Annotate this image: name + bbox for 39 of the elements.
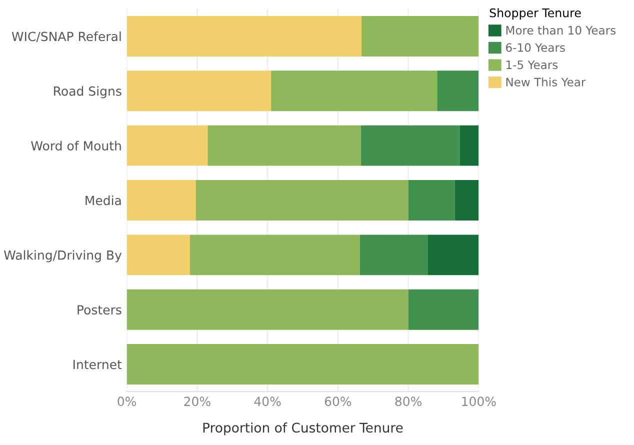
bar [428,234,479,276]
y-tick-label: Word of Mouth [31,140,121,151]
bar [126,70,272,112]
bar [126,180,196,220]
bar [196,180,408,220]
x-tick-label: 80% [395,396,422,406]
bar [126,344,479,384]
y-tick-label: Internet [74,360,122,370]
legend-label: 1-5 Years [506,60,558,70]
bar [360,234,428,276]
y-tick-label: Road Signs [54,86,122,98]
bar [126,234,190,276]
legend-label: More than 10 Years [506,26,616,35]
bar [360,125,460,166]
legend-label: 6-10 Years [506,43,565,52]
legend-label: New This Year [506,78,586,86]
bar [126,289,408,330]
x-tick-label: 20% [184,396,210,406]
x-tick-label: 100% [462,396,496,406]
bar [408,289,479,330]
y-tick-label: Posters [78,305,122,315]
x-tick-label: 60% [324,396,352,406]
y-tick-label: Media [86,196,121,206]
bar [190,234,360,276]
x-tick-label: 0% [118,396,136,406]
bar [408,180,455,220]
x-tick-label: 40% [254,396,281,406]
bar [208,125,361,166]
bar [361,16,479,56]
legend-title: Shopper Tenure [490,8,581,20]
bar [126,16,362,56]
bar [454,180,479,220]
y-tick-label: WIC/SNAP Referal [12,31,121,42]
bar [437,70,479,112]
x-axis-title: Proportion of Customer Tenure [203,422,403,436]
bar [126,125,208,166]
bar [460,125,479,166]
bar [271,70,438,112]
y-tick-label: Walking/Driving By [4,250,122,262]
